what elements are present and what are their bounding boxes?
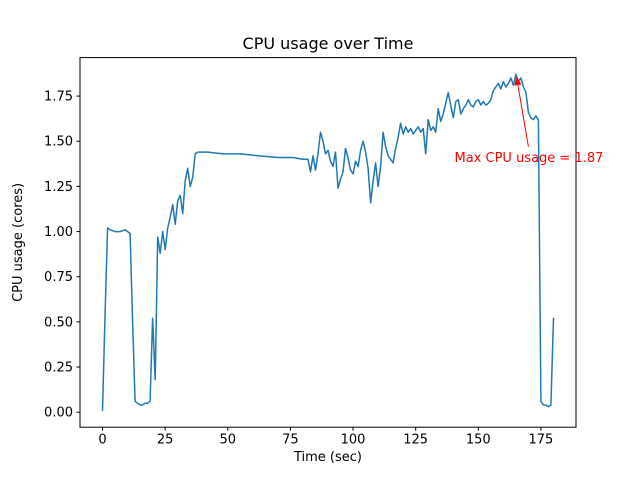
chart-plot-area: 0 25 50 75 100 125 150 175 0.00 0.25 0.50 0.75 1.00 1… (44, 57, 577, 448)
x-tick-label: 125 (403, 433, 428, 448)
x-tick-label: 100 (341, 433, 366, 448)
y-tick-label: 1.50 (44, 135, 73, 150)
max-annotation-text: Max CPU usage = 1.87 (455, 151, 604, 166)
y-tick-label: 1.00 (44, 225, 73, 240)
x-tick-label: 0 (98, 433, 106, 448)
x-tick-label: 75 (282, 433, 299, 448)
y-tick-label: 0.00 (44, 406, 73, 421)
y-axis-label: CPU usage (cores) (11, 183, 26, 302)
annotation-arrow-head (514, 76, 522, 86)
x-tick-label: 150 (466, 433, 491, 448)
y-tick-label: 1.25 (44, 180, 73, 195)
x-axis-label: Time (sec) (293, 450, 362, 465)
x-tick-label: 175 (529, 433, 554, 448)
y-tick-label: 0.50 (44, 315, 73, 330)
cpu-usage-line (101, 73, 555, 412)
y-tick-label: 0.75 (44, 270, 73, 285)
y-tick-label: 1.75 (44, 90, 73, 105)
axes-spines (79, 57, 577, 428)
x-tick-label: 25 (157, 433, 174, 448)
x-tick-label: 50 (220, 433, 237, 448)
chart-title: CPU usage over Time (243, 34, 414, 53)
y-tick-label: 0.25 (44, 361, 73, 376)
annotation-arrow-line (517, 84, 529, 147)
